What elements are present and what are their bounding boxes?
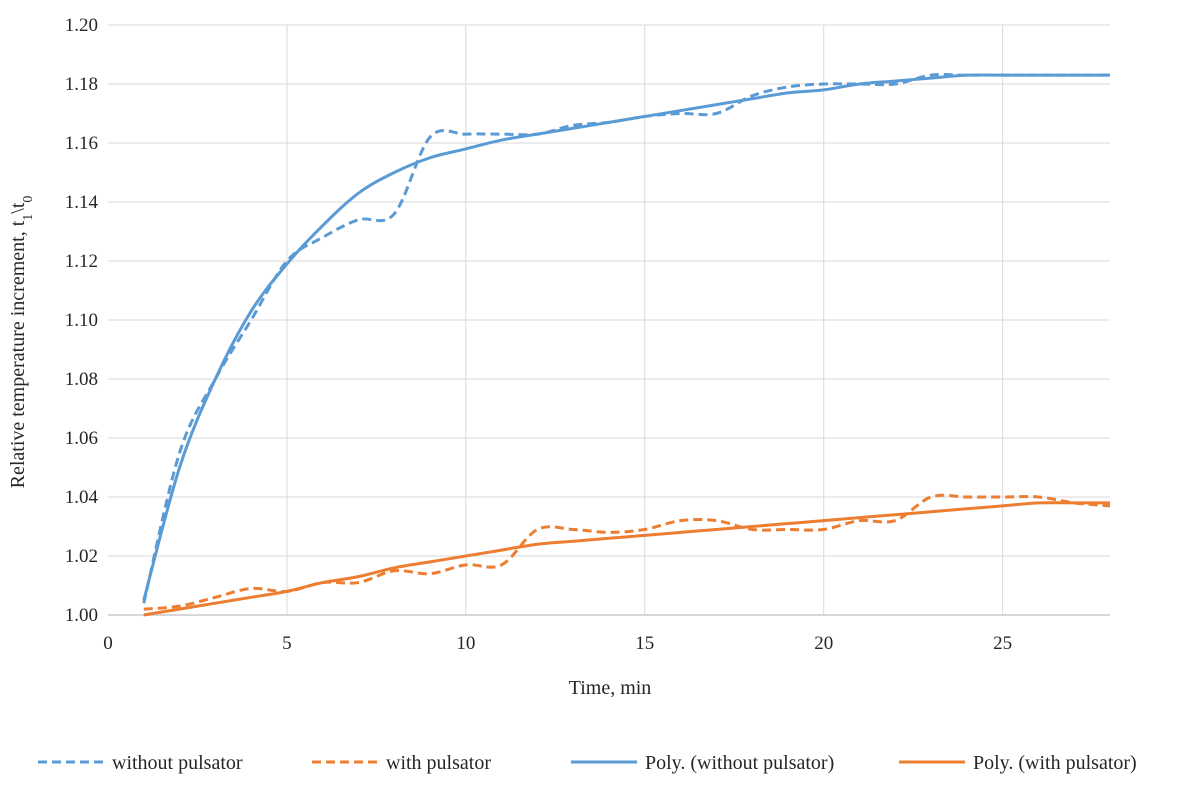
series-lines (142, 72, 1111, 617)
legend-label: Poly. (without pulsator) (645, 752, 834, 774)
y-axis-title-separator: \t (7, 202, 29, 214)
x-tick-label: 15 (635, 633, 654, 654)
x-tick-label: 5 (282, 633, 292, 654)
y-axis-title-subscript-1: 1 (21, 214, 36, 221)
x-tick-label: 20 (814, 633, 833, 654)
y-tick-label: 1.08 (65, 369, 98, 390)
y-tick-label: 1.04 (65, 487, 99, 508)
legend-item-poly-with-pulsator: Poly. (with pulsator) (899, 752, 1137, 774)
grid-lines (108, 24, 1110, 615)
legend: without pulsator with pulsator Poly. (with… (38, 752, 1137, 774)
x-tick-label: 0 (103, 633, 113, 654)
series-line-poly-with-pulsator (143, 501, 1110, 617)
y-axis-title: Relative temperature increment, t1\t0 (7, 196, 36, 489)
y-tick-label: 1.18 (65, 74, 98, 95)
legend-label: with pulsator (386, 752, 491, 774)
legend-item-poly-without-pulsator: Poly. (without pulsator) (571, 752, 834, 774)
tick-labels: 1.00 1.02 1.04 1.06 1.08 1.10 1.12 1.14 1.16 1.18… (65, 15, 1012, 654)
y-tick-label: 1.14 (65, 192, 99, 213)
y-tick-label: 1.12 (65, 251, 98, 272)
y-tick-label: 1.06 (65, 428, 98, 449)
series-line-without-pulsator (142, 72, 1110, 604)
x-tick-label: 25 (993, 633, 1012, 654)
y-axis-title-subscript-2: 0 (21, 196, 36, 203)
x-axis-title: Time, min (569, 677, 652, 699)
series-line-with-pulsator (143, 493, 1111, 611)
legend-label: without pulsator (112, 752, 243, 774)
series-line-poly-without-pulsator (142, 73, 1110, 601)
x-tick-label: 10 (456, 633, 475, 654)
y-tick-label: 1.20 (65, 15, 98, 36)
y-axis-title-main: Relative temperature increment, t (7, 220, 29, 488)
y-tick-label: 1.00 (65, 605, 98, 626)
legend-label: Poly. (with pulsator) (973, 752, 1137, 774)
legend-item-without-pulsator: without pulsator (38, 752, 243, 774)
y-tick-label: 1.02 (65, 546, 98, 567)
y-tick-label: 1.10 (65, 310, 98, 331)
y-tick-label: 1.16 (65, 133, 98, 154)
legend-item-with-pulsator: with pulsator (312, 752, 491, 774)
